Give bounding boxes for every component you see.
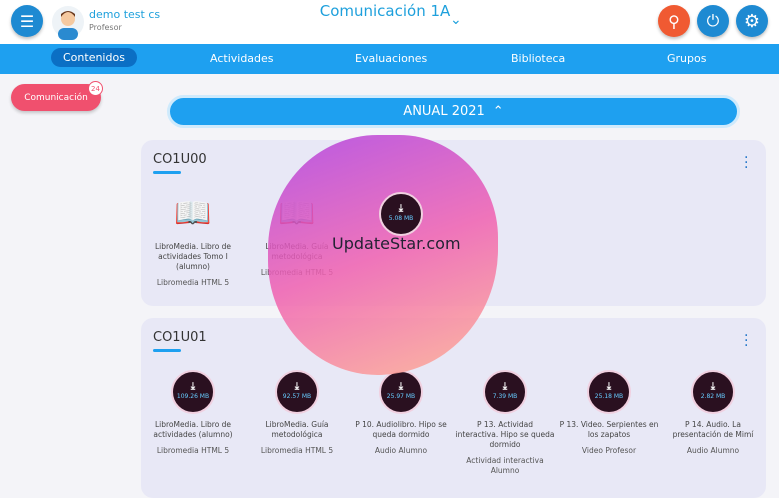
resource-item[interactable]: ⤓ 92.57 MB LibroMedia. Guía metodológica Li… <box>247 370 347 456</box>
resource-type: Libromedia HTML 5 <box>260 446 334 455</box>
file-size: 92.57 MB <box>282 393 312 400</box>
chevron-up-icon: ⌃ <box>492 104 504 119</box>
resource-title: LibroMedia. Libro de actividades (alumno… <box>153 420 233 439</box>
gear-icon: ⚙ <box>743 10 761 32</box>
download-icon[interactable]: ⤓ 92.57 MB <box>275 370 319 414</box>
resource-item[interactable]: ⤓ 2.82 MB P 14. Audio. La presentación de … <box>663 370 763 456</box>
resource-title: LibroMedia. Guía metodológica <box>265 420 329 439</box>
tab-contenidos[interactable]: Contenidos <box>51 48 137 67</box>
watermark: UpdateStar.com <box>332 234 461 253</box>
resource-title: P 13. Video. Serpientes en los zapatos <box>559 420 659 439</box>
hamburger-icon: ☰ <box>19 11 35 31</box>
resource-type: Audio Alumno <box>374 446 428 455</box>
file-size: 7.39 MB <box>492 393 518 400</box>
year-selector[interactable]: ANUAL 2021 ⌃ <box>167 95 740 128</box>
menu-button[interactable]: ☰ <box>11 5 43 37</box>
unit-underline <box>153 171 181 174</box>
resource-type: Libromedia HTML 5 <box>156 278 230 287</box>
resource-type: Audio Alumno <box>686 446 740 455</box>
course-selector[interactable]: Comunicación 1A <box>319 2 451 20</box>
power-icon: ⏻ <box>706 11 720 30</box>
settings-button[interactable]: ⚙ <box>736 5 768 37</box>
resource-item[interactable]: 📖 LibroMedia. Libro de actividades Tomo I… <box>143 192 243 288</box>
search-button[interactable]: ⚲ <box>658 5 690 37</box>
unit-card: CO1U01 · · · ⤓ 109.26 MB LibroMedia. Libro d… <box>141 318 766 498</box>
file-size: 109.26 MB <box>176 393 210 400</box>
header: ☰ demo test cs Profesor Comunicación 1A … <box>0 0 779 44</box>
download-icon[interactable]: ⤓ 2.82 MB <box>691 370 735 414</box>
subject-button[interactable]: Comunicación <box>11 84 101 111</box>
tab-grupos[interactable]: Grupos <box>667 52 707 65</box>
download-icon[interactable]: ⤓ 25.97 MB <box>379 370 423 414</box>
tab-actividades[interactable]: Actividades <box>210 52 274 65</box>
user-name: demo test cs <box>89 8 161 21</box>
download-icon[interactable]: ⤓ 109.26 MB <box>171 370 215 414</box>
logout-button[interactable]: ⏻ <box>697 5 729 37</box>
resource-title: P 13. Actividad interactiva. Hipo se que… <box>455 420 555 449</box>
file-size: 25.97 MB <box>386 393 416 400</box>
main-nav: Contenidos Actividades Evaluaciones Bibl… <box>0 44 779 74</box>
file-size: 2.82 MB <box>700 393 726 400</box>
resource-title: LibroMedia. Libro de actividades Tomo I … <box>154 242 232 271</box>
unit-title: CO1U01 <box>153 330 207 345</box>
subject-count-badge: 24 <box>88 81 103 96</box>
unit-underline <box>153 349 181 352</box>
resource-item[interactable]: ⤓ 109.26 MB LibroMedia. Libro de actividad… <box>143 370 243 456</box>
unit-title: CO1U00 <box>153 152 207 167</box>
resource-type: Libromedia HTML 5 <box>156 446 230 455</box>
search-icon: ⚲ <box>668 11 680 31</box>
book-icon: 📖 <box>174 196 212 231</box>
resource-item[interactable]: ⤓ 25.18 MB P 13. Video. Serpientes en los … <box>559 370 659 456</box>
file-size: 25.18 MB <box>594 393 624 400</box>
more-options-icon[interactable]: · · · <box>744 150 749 176</box>
watermark-blob <box>268 135 498 375</box>
resource-title: P 10. Audiolibro. Hipo se queda dormido <box>355 420 447 439</box>
resource-type: Video Profesor <box>581 446 637 455</box>
download-icon[interactable]: ⤓ 7.39 MB <box>483 370 527 414</box>
more-options-icon[interactable]: · · · <box>744 328 749 354</box>
resource-item[interactable]: ⤓ 5.08 MB <box>351 192 451 242</box>
avatar <box>52 6 84 40</box>
download-icon[interactable]: ⤓ 25.18 MB <box>587 370 631 414</box>
resource-item[interactable]: ⤓ 7.39 MB P 13. Actividad interactiva. Hip… <box>455 370 555 476</box>
resource-title: P 14. Audio. La presentación de Mimí <box>672 420 754 439</box>
file-size: 5.08 MB <box>388 215 414 222</box>
tab-evaluaciones[interactable]: Evaluaciones <box>355 52 428 65</box>
resource-type: Actividad interactiva Alumno <box>466 456 544 475</box>
resource-item[interactable]: ⤓ 25.97 MB P 10. Audiolibro. Hipo se queda… <box>351 370 451 456</box>
user-role: Profesor <box>89 23 122 32</box>
tab-biblioteca[interactable]: Biblioteca <box>511 52 566 65</box>
chevron-down-icon[interactable]: ⌄ <box>450 12 462 28</box>
year-label: ANUAL 2021 <box>403 104 485 119</box>
download-icon[interactable]: ⤓ 5.08 MB <box>379 192 423 236</box>
